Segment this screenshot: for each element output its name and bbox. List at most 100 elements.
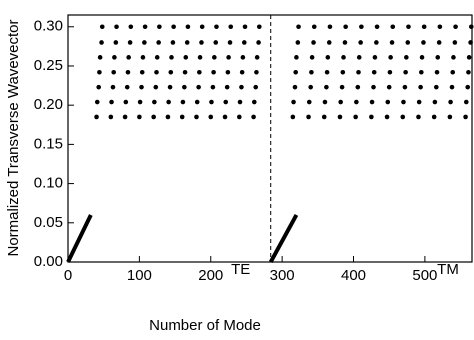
mode-point: [447, 114, 453, 120]
mode-point: [94, 114, 99, 120]
mode-point: [108, 114, 114, 120]
x-tick-label: 100: [127, 267, 152, 284]
mode-point: [242, 40, 247, 45]
mode-point: [403, 69, 408, 75]
mode-point: [452, 40, 458, 45]
mode-point: [182, 84, 187, 90]
mode-point: [179, 114, 185, 120]
mode-point: [419, 69, 424, 75]
mode-point: [212, 55, 217, 60]
mode-point: [170, 40, 176, 45]
mode-point: [292, 84, 298, 90]
mode-point: [369, 114, 374, 120]
mode-point: [137, 99, 143, 105]
mode-point: [214, 24, 219, 30]
plot-frame: [67, 14, 473, 263]
mode-point: [197, 69, 202, 75]
mode-point: [127, 40, 133, 45]
mode-point: [371, 84, 376, 90]
mode-point: [327, 24, 333, 30]
mode-point: [151, 114, 156, 120]
mode-point: [296, 24, 301, 30]
mode-point: [390, 24, 396, 30]
mode-point: [197, 55, 203, 60]
mode-point: [353, 114, 358, 120]
mode-point: [226, 55, 231, 60]
mode-point: [294, 55, 299, 60]
mode-point: [237, 99, 243, 105]
mode-point: [436, 40, 442, 45]
mode-point: [152, 99, 157, 105]
mode-point: [324, 69, 330, 75]
mode-point: [435, 55, 441, 60]
mode-point: [113, 40, 119, 45]
mode-point: [239, 69, 245, 75]
mode-point: [293, 69, 298, 75]
mode-point: [242, 24, 248, 30]
mode-point: [109, 99, 114, 105]
mode-point: [167, 84, 173, 90]
annotation: TE: [231, 261, 250, 278]
mode-point: [237, 114, 242, 120]
mode-point: [386, 84, 392, 90]
mode-point: [434, 84, 439, 90]
mode-point: [251, 114, 256, 120]
mode-point: [359, 24, 364, 30]
mode-point: [194, 114, 199, 120]
y-tick-label: 0.10: [34, 175, 63, 192]
mode-point: [239, 84, 244, 90]
mode-point: [354, 99, 359, 105]
mode-point: [125, 69, 131, 75]
mode-point: [142, 24, 148, 30]
mode-point: [337, 114, 343, 120]
mode-point: [290, 114, 296, 120]
mode-point: [94, 99, 100, 105]
mode-point: [308, 84, 313, 90]
mode-point: [405, 40, 411, 45]
mode-point: [311, 24, 317, 30]
mode-point: [309, 69, 314, 75]
x-tick-label: 300: [270, 267, 295, 284]
mode-point: [99, 24, 105, 30]
mode-point: [256, 40, 261, 45]
mode-point: [256, 24, 262, 30]
mode-point: [128, 24, 134, 30]
mode-point: [209, 99, 214, 105]
mode-point: [404, 55, 409, 60]
mode-point: [321, 114, 327, 120]
mode-point: [372, 55, 378, 60]
x-tick-label: 400: [341, 267, 366, 284]
mode-point: [374, 40, 379, 45]
mode-point: [208, 114, 214, 120]
mode-point: [437, 24, 443, 30]
mode-point: [342, 40, 348, 45]
y-tick-label: 0.25: [34, 57, 63, 74]
mode-point: [448, 99, 453, 105]
mode-point: [97, 55, 103, 60]
mode-point: [466, 69, 471, 75]
mode-point: [291, 99, 296, 105]
mode-point: [251, 99, 257, 105]
mode-point: [140, 55, 146, 60]
annotation: TM: [437, 261, 459, 278]
mode-point: [451, 55, 456, 60]
mode-point: [196, 84, 201, 90]
mode-point: [222, 114, 228, 120]
mode-point: [122, 114, 128, 120]
mode-point: [123, 99, 129, 105]
mode-point: [225, 69, 231, 75]
mode-point: [401, 99, 406, 105]
mode-point: [157, 24, 162, 30]
mode-point: [432, 99, 438, 105]
y-axis-label: Normalized Transverse Wavevector: [5, 19, 22, 256]
mode-point: [185, 24, 191, 30]
mode-point: [240, 55, 246, 60]
mode-point: [165, 114, 171, 120]
mode-point: [156, 40, 161, 45]
mode-point: [356, 69, 361, 75]
mode-point: [338, 99, 343, 105]
y-tick-label: 0.00: [34, 253, 63, 270]
mode-point: [126, 55, 131, 60]
mode-point: [137, 114, 142, 120]
x-tick-label: 0: [64, 267, 72, 284]
